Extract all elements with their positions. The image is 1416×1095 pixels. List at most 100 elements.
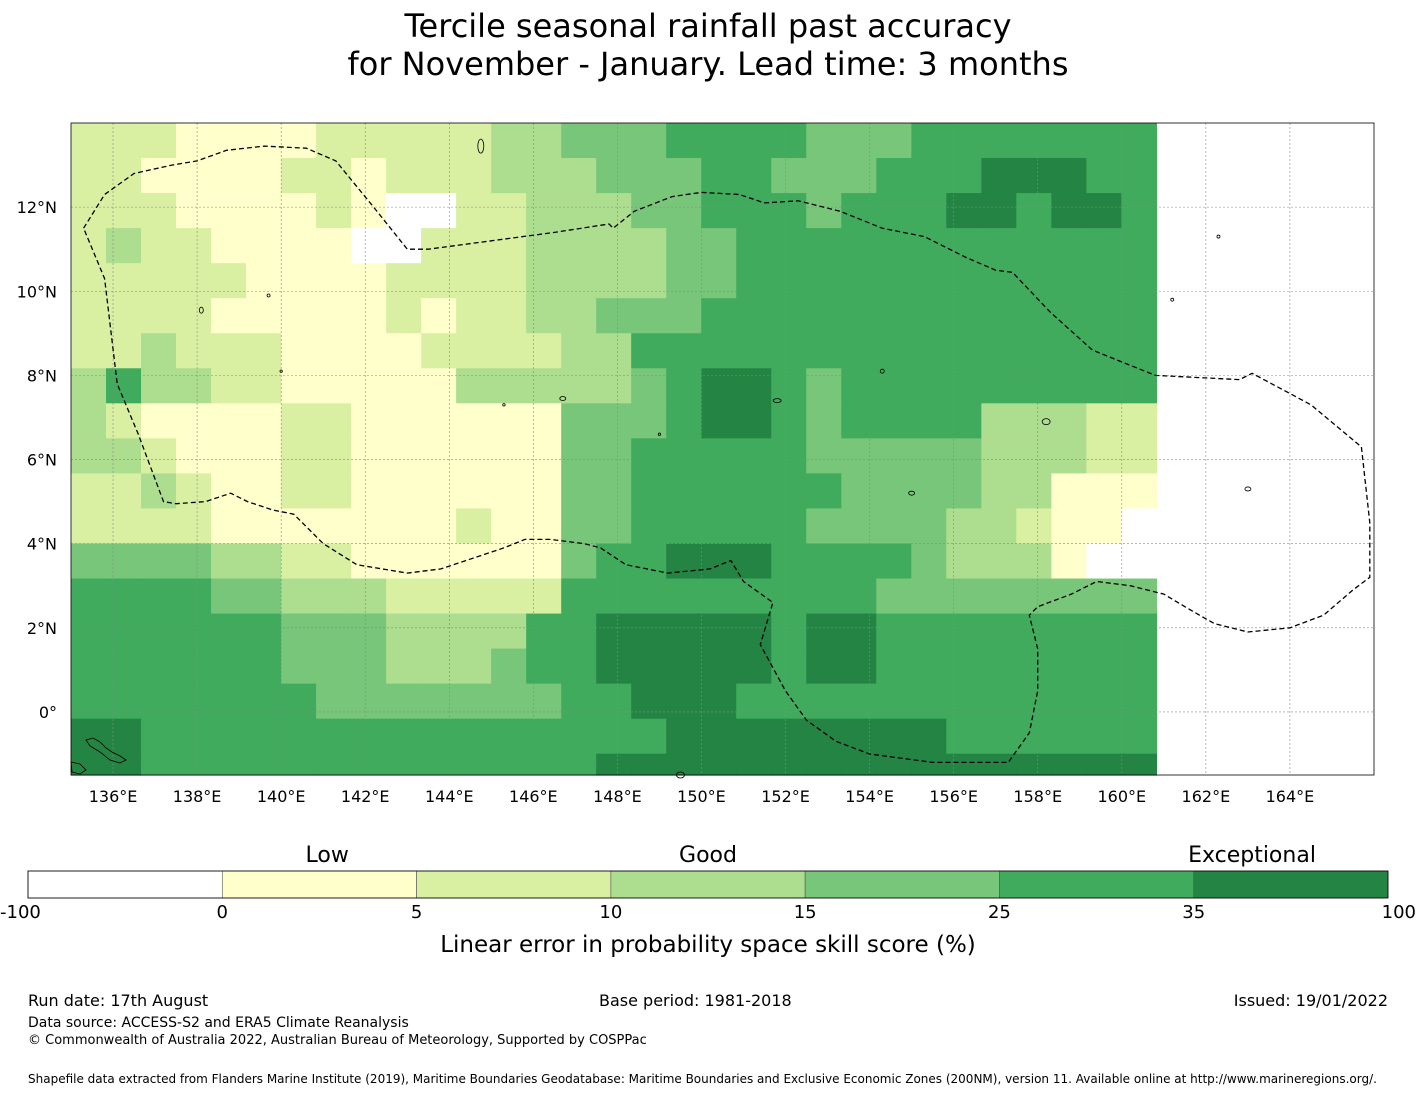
island-outline	[879, 368, 885, 374]
skill-cell	[141, 613, 177, 650]
skill-cell	[526, 123, 562, 159]
skill-cell	[491, 333, 527, 369]
skill-cell	[316, 508, 352, 545]
skill-cell	[106, 578, 142, 615]
skill-cell	[736, 403, 772, 439]
skill-cell	[946, 508, 982, 545]
skill-cell	[176, 228, 212, 264]
skill-cell	[841, 473, 877, 510]
skill-cell	[526, 263, 562, 299]
island-outline	[1170, 297, 1175, 302]
skill-cell	[246, 473, 282, 510]
skill-cell	[841, 508, 877, 545]
skill-cell	[281, 508, 317, 545]
skill-cell	[841, 403, 877, 439]
longitude-label: 158°E	[1013, 787, 1062, 806]
skill-cell	[736, 123, 772, 159]
skill-cell	[456, 228, 492, 264]
skill-cell	[701, 648, 737, 685]
skill-cell	[596, 263, 632, 299]
skill-cell	[946, 753, 982, 776]
skill-cell	[106, 368, 142, 404]
skill-cell	[701, 333, 737, 369]
skill-cell	[421, 473, 457, 510]
skill-cell	[1016, 228, 1052, 264]
skill-cell	[351, 648, 387, 685]
skill-cell	[211, 228, 247, 264]
skill-cell	[246, 193, 282, 229]
skill-cell	[1086, 683, 1122, 720]
skill-cell	[386, 473, 422, 510]
skill-cell	[736, 333, 772, 369]
skill-cell	[141, 158, 177, 194]
skill-cell	[666, 648, 702, 685]
skill-cell	[106, 508, 142, 545]
skill-cell	[1051, 403, 1087, 439]
skill-cell	[1121, 613, 1157, 650]
skill-cell	[456, 298, 492, 334]
skill-cell	[106, 683, 142, 720]
skill-cell	[911, 718, 947, 755]
skill-cell	[211, 508, 247, 545]
skill-cell	[211, 648, 247, 685]
skill-cell	[141, 508, 177, 545]
colorbar-tick-label: 5	[410, 902, 423, 923]
skill-cell	[911, 753, 947, 776]
skill-cell	[1016, 718, 1052, 755]
skill-cell	[281, 228, 317, 264]
skill-cell	[71, 123, 107, 159]
skill-cell	[491, 193, 527, 229]
skill-cell	[596, 298, 632, 334]
latitude-label: 4°N	[27, 535, 57, 554]
skill-cell	[1016, 298, 1052, 334]
skill-cell	[1086, 123, 1122, 159]
skill-cell	[246, 718, 282, 755]
skill-cell	[736, 753, 772, 776]
skill-cell	[281, 543, 317, 580]
skill-cell	[491, 298, 527, 334]
colorbar-segment	[1193, 870, 1389, 899]
skill-cell	[1051, 438, 1087, 474]
skill-cell	[491, 683, 527, 720]
skill-cell	[876, 718, 912, 755]
skill-cell	[841, 333, 877, 369]
skill-cell	[1051, 263, 1087, 299]
skill-cell	[421, 368, 457, 404]
skill-cell	[351, 193, 387, 229]
skill-cell	[1086, 193, 1122, 229]
skill-cell	[841, 543, 877, 580]
skill-cell	[1016, 543, 1052, 580]
skill-cell	[1121, 683, 1157, 720]
longitude-label: 164°E	[1266, 787, 1315, 806]
skill-cell	[666, 613, 702, 650]
skill-cell	[211, 578, 247, 615]
skill-cell	[1016, 368, 1052, 404]
skill-cell	[561, 368, 597, 404]
base-period: Base period: 1981-2018	[599, 991, 792, 1010]
skill-cell	[386, 368, 422, 404]
skill-cell	[456, 438, 492, 474]
skill-cell	[666, 718, 702, 755]
skill-cell	[701, 263, 737, 299]
skill-cell	[701, 613, 737, 650]
skill-cell	[246, 403, 282, 439]
skill-cell	[351, 123, 387, 159]
skill-cell	[211, 403, 247, 439]
skill-cell	[526, 683, 562, 720]
skill-cell	[631, 508, 667, 545]
skill-cell	[876, 683, 912, 720]
skill-cell	[421, 333, 457, 369]
skill-cell	[1121, 228, 1157, 264]
skill-cell	[1086, 508, 1122, 545]
run-date: Run date: 17th August	[28, 991, 209, 1010]
eez-boundary	[83, 145, 1371, 764]
skill-cell	[736, 718, 772, 755]
skill-cell	[806, 543, 842, 580]
latitude-label: 12°N	[17, 198, 57, 217]
skill-cell	[946, 263, 982, 299]
skill-cell	[561, 333, 597, 369]
skill-cell	[946, 578, 982, 615]
skill-cell	[421, 718, 457, 755]
skill-cell	[1016, 753, 1052, 776]
skill-cell	[281, 438, 317, 474]
